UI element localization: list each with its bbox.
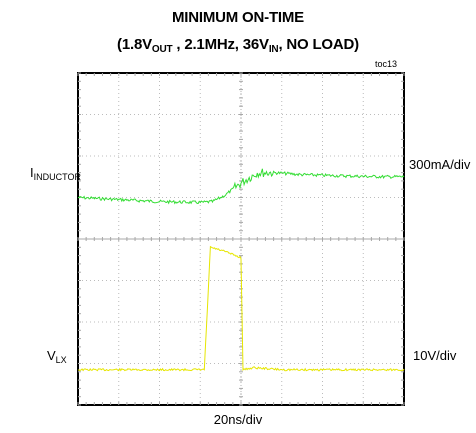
figure-id: toc13	[375, 59, 398, 69]
vlx-voltage-trace	[77, 245, 405, 372]
inductor-current-trace	[77, 168, 405, 205]
inductor-channel-label: IINDUCTOR	[30, 165, 81, 182]
vlx-scale-label: 10V/div	[413, 348, 457, 363]
chart-subtitle: (1.8VOUT , 2.1MHz, 36VIN, NO LOAD)	[117, 36, 359, 55]
time-scale-label: 20ns/div	[213, 412, 263, 427]
grid	[77, 72, 405, 406]
vlx-channel-label: VLX	[47, 348, 67, 365]
inductor-scale-label: 300mA/div	[409, 157, 471, 172]
chart-title: MINIMUM ON-TIME	[172, 9, 304, 26]
